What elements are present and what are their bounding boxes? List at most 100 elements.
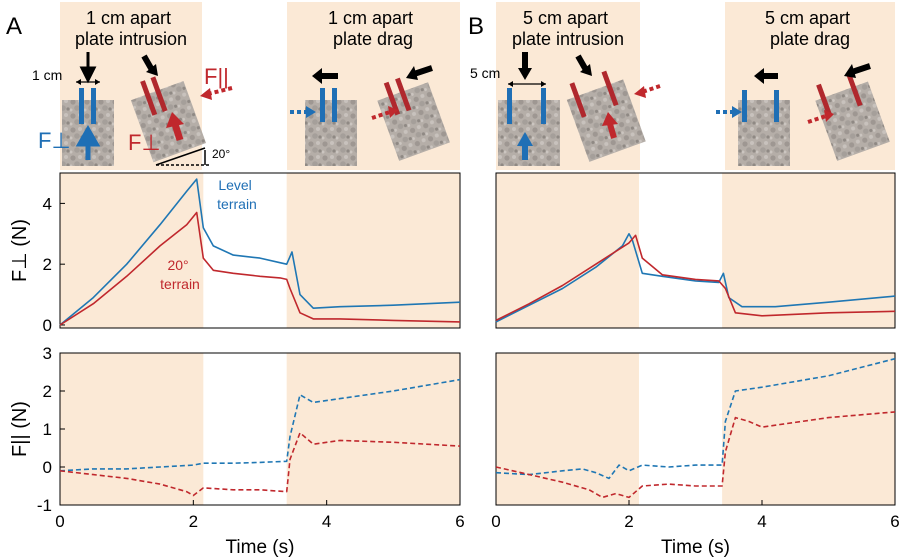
x-tick-label: 4 (322, 512, 331, 531)
dotted-arrow-drag-red (371, 110, 391, 120)
panel-a-phase-right-line1: 1 cm apart (328, 8, 413, 28)
dotted-arrow-drag-blue-b-head (732, 106, 742, 118)
panel-b-header: B 5 cm apart plate intrusion 5 cm apart … (468, 2, 895, 170)
x-tick-label: 6 (455, 512, 464, 531)
chart-b-bottom: 0 2 4 6 Time (s) (491, 352, 900, 558)
panel-a-phase-left-line1: 1 cm apart (86, 8, 171, 28)
blue-plate-b-left (507, 88, 512, 124)
panel-b-phase-left: 5 cm apart plate intrusion (512, 8, 624, 49)
panel-a-phase-right-line2: plate drag (333, 29, 413, 49)
blue-plate-drag-b-2 (774, 90, 779, 122)
panel-b-phase-left-line2: plate intrusion (512, 29, 624, 49)
panel-a-phase-left: 1 cm apart plate intrusion (75, 8, 187, 49)
arrow-down-icon (79, 52, 97, 84)
panel-b-phase-left-line1: 5 cm apart (523, 8, 608, 28)
y-axis-label: F⊥ (N) (9, 219, 31, 282)
phase-shade-0 (496, 173, 639, 328)
arrow-up-red-b-head (602, 112, 618, 126)
series-line-blue (495, 233, 896, 323)
series-line-red (495, 234, 896, 322)
y-tick-label: 1 (43, 420, 52, 439)
arrow-left-diag-icon (413, 65, 433, 77)
phase-shade-1 (722, 353, 895, 505)
arrow-up-red-head (166, 112, 184, 128)
blue-plate-b-right (541, 88, 546, 124)
annotation-20deg-terrain: 20° terrain (160, 257, 200, 292)
force-perp-label-blue: F⊥ (38, 128, 71, 153)
y-tick-label: 2 (43, 255, 52, 274)
y-axis-label: F|| (N) (9, 401, 31, 457)
axes-frame (59, 172, 461, 329)
y-tick-label: 0 (43, 316, 52, 335)
phase-shade-1 (286, 173, 460, 328)
phase-shade-0 (496, 353, 639, 505)
x-tick-label: 0 (55, 512, 64, 531)
arrow-left-b-head (754, 68, 764, 84)
annotation-20deg-terrain-line2: terrain (160, 276, 200, 292)
y-tick-label: 0 (43, 458, 52, 477)
arrow-left-head (312, 68, 322, 84)
arrow-down-diag-icon (141, 54, 155, 72)
arrow-up-red-icon (171, 122, 184, 142)
y-tick-label: 3 (43, 344, 52, 363)
dotted-arrow-drag-red-head (388, 106, 398, 118)
annotation-level-terrain-line2: terrain (217, 196, 257, 212)
series-line-blue (59, 178, 461, 326)
series-line-red (59, 432, 461, 497)
arrow-down-diag-b-head (580, 64, 592, 76)
arrow-up-red-b-icon (607, 123, 617, 139)
panel-b-letter: B (468, 13, 484, 40)
tilted-block-drag-b (815, 72, 890, 161)
axes-frame (495, 172, 896, 329)
x-tick-label: 4 (757, 512, 766, 531)
annotation-20deg-terrain-line1: 20° (167, 257, 188, 273)
force-perp-label-red: F⊥ (128, 130, 161, 155)
panel-a-phase-left-line2: plate intrusion (75, 29, 187, 49)
arrow-up-blue-icon (75, 124, 101, 160)
y-tick-label: 2 (43, 382, 52, 401)
chart-b-top (495, 172, 896, 329)
dotted-arrow-parallel-b-head (634, 86, 646, 98)
series-line-red (59, 211, 461, 326)
spacing-label-b: 5 cm (470, 65, 500, 81)
arrow-up-blue-b-head (517, 132, 533, 146)
x-tick-label: 2 (624, 512, 633, 531)
dotted-arrow-drag-red-b (807, 114, 827, 124)
x-tick-label: 6 (890, 512, 899, 531)
chart-a-top: 0 2 4 F⊥ (N) (9, 172, 461, 335)
spacing-label-a: 1 cm (32, 67, 62, 83)
phase-shade-0 (60, 353, 204, 505)
y-tick-label: -1 (37, 496, 52, 515)
annotation-level-terrain: Level terrain (217, 177, 257, 212)
arrow-left-diag-head (406, 66, 418, 80)
blue-plate-drag-2 (332, 88, 337, 122)
arrow-left-diag-b-icon (851, 63, 871, 75)
phase-shade-1 (286, 353, 460, 505)
blue-plate-left (79, 88, 84, 124)
panel-a-phase-right: 1 cm apart plate drag (328, 8, 418, 49)
panel-b-phase-right-line2: plate drag (770, 29, 850, 49)
gravel-block-drag-level (305, 100, 357, 166)
phase-shade-1 (722, 173, 895, 328)
tilted-block-drag (377, 77, 450, 161)
x-tick-label: 0 (491, 512, 500, 531)
arrow-left-diag-b-head (844, 64, 856, 78)
series-line-red (495, 411, 896, 499)
dotted-arrow-parallel-head (200, 88, 212, 100)
angle-label: 20° (212, 147, 230, 161)
angle-slope (155, 147, 206, 166)
arrow-down-diag-b-icon (575, 54, 589, 72)
axes-frame (495, 352, 896, 506)
dotted-arrow-drag-blue-head (306, 106, 316, 118)
panel-b-phase-right-line1: 5 cm apart (765, 8, 850, 28)
y-tick-label: 4 (43, 194, 52, 213)
dotted-arrow-parallel-b (641, 84, 661, 94)
phase-shade-0 (60, 173, 204, 328)
blue-plate-right (91, 88, 96, 124)
series-line-blue (59, 378, 461, 472)
arrow-down-b-head (518, 68, 532, 80)
blue-plate-drag-1 (320, 88, 325, 122)
